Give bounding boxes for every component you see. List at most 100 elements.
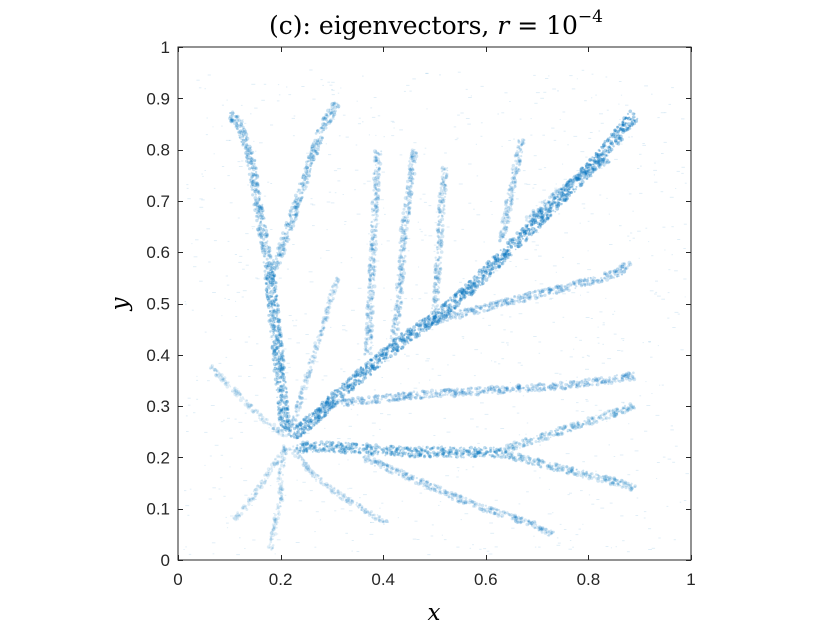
data-point [459, 297, 462, 300]
data-point [574, 188, 577, 191]
data-point [554, 464, 557, 467]
data-point [254, 208, 257, 211]
data-point [332, 391, 336, 396]
data-point [406, 335, 410, 340]
data-point [322, 406, 327, 411]
data-point [617, 483, 621, 487]
data-point [441, 302, 446, 307]
data-point [549, 203, 553, 207]
data-point [441, 315, 445, 319]
data-point [394, 337, 398, 341]
data-point [383, 354, 388, 359]
data-point [257, 205, 260, 208]
data-point [319, 403, 324, 407]
data-point [656, 462, 660, 463]
data-point [613, 333, 617, 335]
data-point [469, 282, 474, 287]
data-point [446, 431, 451, 433]
data-point [606, 146, 610, 149]
data-point [603, 139, 607, 143]
data-point [556, 202, 561, 207]
data-point [317, 413, 320, 416]
data-point [603, 157, 605, 160]
data-point [210, 405, 215, 406]
data-point [549, 214, 552, 217]
data-point [282, 390, 285, 393]
data-point [349, 383, 353, 387]
data-point [614, 138, 618, 143]
data-point [536, 214, 539, 217]
data-point [511, 192, 516, 193]
data-point [421, 239, 424, 241]
data-point [600, 122, 604, 124]
data-point [348, 497, 352, 499]
data-point [419, 328, 423, 331]
data-point [317, 407, 321, 411]
data-point [419, 324, 422, 327]
data-point [613, 134, 617, 139]
data-point [420, 231, 423, 233]
data-point [606, 149, 610, 154]
data-point [442, 303, 446, 307]
data-point [418, 325, 421, 328]
data-point [407, 333, 411, 337]
data-point [543, 207, 547, 211]
data-point [465, 291, 468, 294]
data-point [486, 264, 491, 269]
data-point [468, 202, 472, 204]
data-point [462, 450, 466, 454]
data-point [434, 389, 437, 392]
data-point [542, 219, 547, 224]
data-point [484, 270, 487, 273]
data-point [487, 277, 489, 279]
data-point [378, 357, 380, 360]
data-point [529, 220, 532, 222]
data-point [598, 160, 601, 163]
data-point [331, 89, 335, 91]
data-point [317, 342, 321, 344]
data-point [340, 402, 344, 405]
data-point [569, 492, 572, 494]
data-point [563, 178, 568, 180]
data-point [564, 232, 568, 234]
data-point [573, 348, 575, 350]
data-point [458, 298, 463, 302]
data-point [496, 259, 500, 263]
data-point [457, 114, 460, 116]
data-point [668, 103, 671, 105]
data-point [375, 365, 379, 369]
data-point [304, 415, 308, 419]
data-point [308, 169, 311, 173]
data-point [472, 276, 476, 280]
data-point [507, 249, 510, 252]
data-point [664, 112, 667, 114]
data-point [362, 75, 364, 77]
data-point [614, 407, 618, 412]
data-point [573, 174, 577, 178]
data-point [511, 517, 515, 519]
data-point [415, 323, 419, 327]
data-point [624, 116, 628, 119]
data-point [345, 502, 347, 504]
data-point [395, 345, 399, 350]
data-point [368, 371, 372, 375]
data-point [268, 319, 272, 322]
data-point [343, 383, 346, 386]
data-point [585, 317, 590, 318]
data-point [543, 383, 546, 386]
data-point [282, 379, 285, 382]
data-point [385, 347, 389, 350]
data-point [255, 188, 259, 192]
data-point [389, 450, 391, 453]
data-point [505, 249, 509, 252]
data-point [459, 297, 463, 301]
data-point [469, 279, 473, 283]
data-point [313, 411, 317, 415]
data-point [596, 153, 599, 156]
data-point [457, 449, 460, 453]
data-point [605, 139, 610, 143]
data-point [424, 319, 427, 322]
data-point [598, 167, 603, 169]
data-point [306, 424, 310, 428]
data-point [266, 296, 269, 298]
